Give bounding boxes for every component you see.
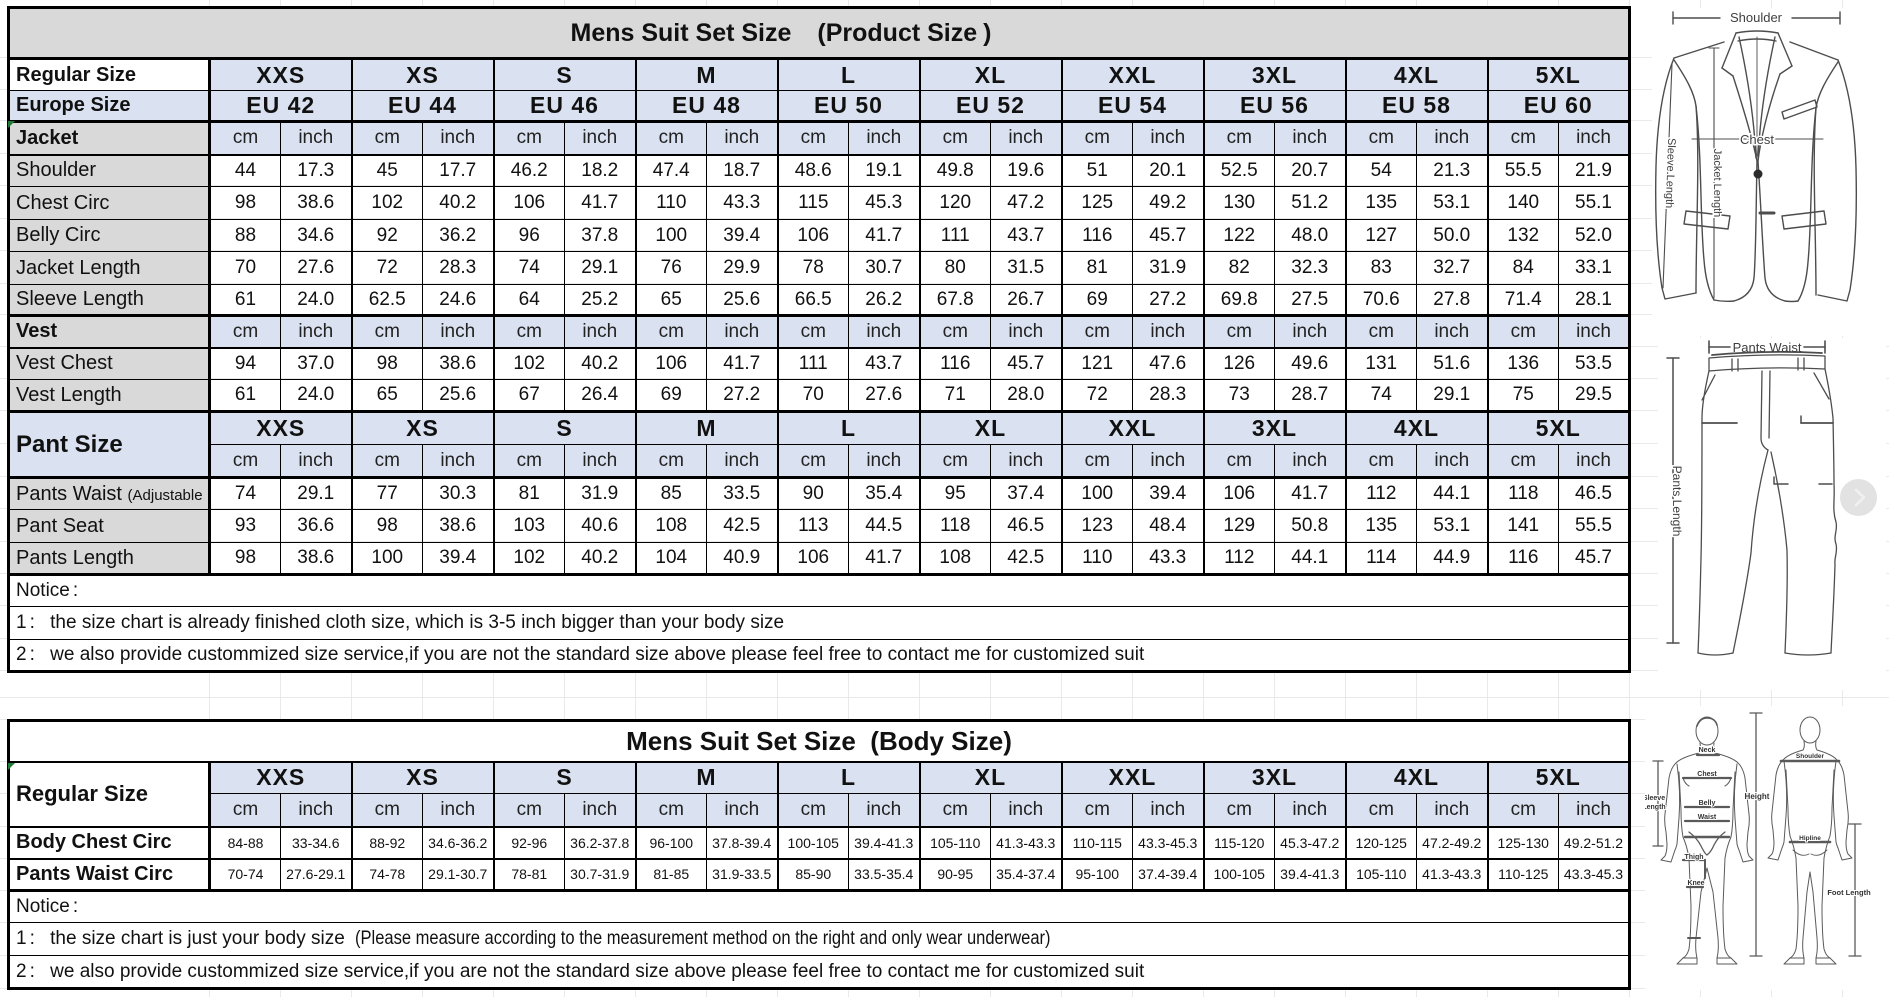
svg-text:Jacket Length: Jacket Length [1711, 149, 1723, 218]
svg-text:Waist: Waist [1698, 814, 1717, 821]
svg-text:Thigh: Thigh [1684, 854, 1703, 861]
svg-text:Height: Height [1745, 792, 1770, 801]
svg-text:Hipline: Hipline [1799, 835, 1821, 842]
svg-text:Foot Length: Foot Length [1827, 888, 1871, 897]
svg-text:Shoulder: Shoulder [1730, 10, 1783, 25]
svg-text:Chest: Chest [1740, 132, 1774, 147]
svg-text:Chest: Chest [1697, 771, 1717, 778]
svg-text:Knee: Knee [1687, 880, 1704, 887]
svg-text:Length: Length [1645, 804, 1666, 811]
svg-text:Pants Waist: Pants Waist [1733, 340, 1802, 355]
svg-text:Belly: Belly [1699, 800, 1716, 807]
svg-text:Sleeve Length: Sleeve Length [1663, 138, 1677, 209]
svg-text:Sleeve: Sleeve [1645, 795, 1665, 802]
svg-text:Shoulder: Shoulder [1796, 753, 1825, 760]
svg-text:Neck: Neck [1699, 747, 1716, 754]
svg-text:Pants Length: Pants Length [1670, 466, 1684, 537]
